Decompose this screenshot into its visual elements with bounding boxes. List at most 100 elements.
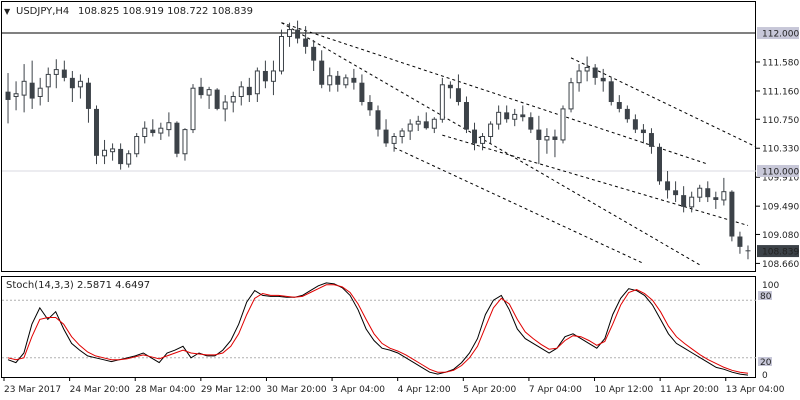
trend-line-0 <box>281 22 708 165</box>
candle-body <box>415 120 421 125</box>
candle-body <box>576 70 582 84</box>
candle-body <box>351 77 357 83</box>
candle-body <box>206 89 212 96</box>
candle-body <box>238 86 244 97</box>
candle-body <box>5 91 11 100</box>
candle-body <box>69 77 75 89</box>
candle-body <box>439 84 445 120</box>
symbol-label: USDJPY,H4 <box>16 6 69 17</box>
price-tick-label: 110.330 <box>762 145 799 155</box>
candle-body <box>110 148 116 153</box>
stoch-level-80-tag <box>758 291 772 300</box>
time-tick-label: 11 Apr 20:00 <box>660 385 719 395</box>
candle-body <box>287 29 293 37</box>
candle-body <box>367 102 373 111</box>
candle-body <box>262 70 268 82</box>
candle-body <box>343 77 349 86</box>
candle-body <box>198 86 204 96</box>
candle-body <box>407 123 413 132</box>
candle-body <box>431 118 437 129</box>
level-tag-label: 110.000 <box>762 167 799 177</box>
candle-body <box>423 121 429 129</box>
candle-body <box>496 111 502 125</box>
candle-body <box>681 195 687 207</box>
price-tick-label: 110.750 <box>762 116 799 126</box>
price-tick-label: 108.660 <box>762 260 799 270</box>
trend-line-2 <box>393 147 644 264</box>
candle-body <box>246 86 252 96</box>
time-tick-label: 13 Apr 04:00 <box>726 385 785 395</box>
time-tick-label: 5 Apr 20:00 <box>463 385 516 395</box>
candle-body <box>657 146 662 182</box>
level-tag <box>757 27 799 40</box>
stoch-level-80: 80 <box>760 292 772 302</box>
candle-body <box>150 129 156 134</box>
stoch-level-20: 20 <box>760 358 772 368</box>
candle-body <box>270 70 276 82</box>
candle-body <box>455 88 461 103</box>
stoch-level-0: 0 <box>762 371 768 381</box>
price-tick-label: 111.580 <box>762 59 799 69</box>
candle-body <box>512 113 518 120</box>
candle-body <box>504 112 510 120</box>
candle-body <box>278 35 284 72</box>
current-price-label: 108.839 <box>762 248 799 258</box>
candle-body <box>85 82 91 109</box>
candle-body <box>303 38 309 47</box>
candle-body <box>21 80 27 96</box>
candle-body <box>463 102 469 130</box>
price-axis: 111.580 111.160 110.750 110.330 109.910 109.4… <box>756 27 799 270</box>
candle-body <box>697 187 703 198</box>
candle-body <box>102 149 108 157</box>
candle-body <box>254 70 260 95</box>
candle-body <box>37 87 43 97</box>
candle-body <box>134 136 140 155</box>
price-tick-label: 111.160 <box>762 87 799 97</box>
candle-body <box>77 80 83 88</box>
level-tag-label: 112.000 <box>762 30 799 40</box>
candle-body <box>214 89 220 109</box>
candle-body <box>648 133 654 147</box>
stoch-label: Stoch(14,3,3) 2.5871 4.6497 <box>6 280 150 291</box>
candle-body <box>608 81 614 103</box>
candle-body <box>29 82 35 99</box>
candle-body <box>295 29 301 39</box>
candle-body <box>45 73 51 88</box>
candle-body <box>624 108 630 120</box>
trend-line-3 <box>570 57 757 148</box>
candle-body <box>520 114 526 118</box>
level-lines <box>2 32 756 172</box>
candle-body <box>399 130 405 138</box>
time-tick-label: 7 Apr 04:00 <box>529 385 582 395</box>
trend-line-4 <box>442 134 749 226</box>
candle-body <box>375 110 381 130</box>
candle-body <box>94 108 99 156</box>
candle-body <box>383 129 389 144</box>
candle-body <box>319 60 325 85</box>
candle-body <box>142 127 148 138</box>
candle-body <box>528 117 534 130</box>
candle-body <box>665 181 671 191</box>
time-tick-label: 28 Mar 04:00 <box>135 385 195 395</box>
stoch-level-20-tag <box>758 357 772 366</box>
candle-body <box>640 129 646 134</box>
candle-body <box>488 123 494 138</box>
ohlc-readout: 108.825 108.919 108.722 108.839 <box>78 6 253 17</box>
stoch-pane-frame <box>1 276 756 378</box>
candle-body <box>166 122 172 131</box>
candle-body <box>13 93 19 97</box>
stoch-main-line <box>7 282 749 376</box>
symbol-dropdown-icon[interactable]: ▼ <box>4 7 11 16</box>
candle-body <box>560 108 566 141</box>
price-tick-label: 109.490 <box>762 203 799 213</box>
candle-body <box>544 136 550 141</box>
candle-body <box>705 188 711 198</box>
candle-body <box>737 236 743 247</box>
candle-body <box>713 197 719 200</box>
time-axis: 23 Mar 2017 24 Mar 20:00 28 Mar 04:00 29 Ma… <box>3 377 785 395</box>
candle-body <box>158 127 164 134</box>
candle-body <box>568 82 574 110</box>
candle-body <box>391 136 397 144</box>
candle-body <box>61 69 67 78</box>
candle-body <box>118 148 124 165</box>
